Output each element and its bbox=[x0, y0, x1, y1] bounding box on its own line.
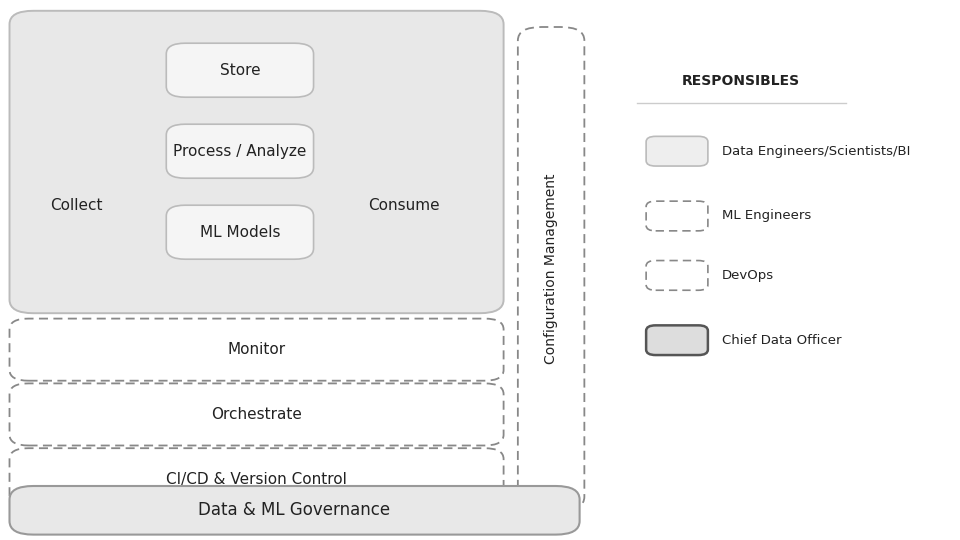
FancyBboxPatch shape bbox=[10, 11, 504, 313]
FancyBboxPatch shape bbox=[166, 124, 314, 178]
Text: CI/CD & Version Control: CI/CD & Version Control bbox=[166, 472, 347, 487]
Text: ML Engineers: ML Engineers bbox=[722, 210, 811, 222]
FancyBboxPatch shape bbox=[10, 486, 580, 535]
Text: DevOps: DevOps bbox=[722, 269, 775, 282]
Text: Configuration Management: Configuration Management bbox=[544, 173, 558, 364]
Text: Orchestrate: Orchestrate bbox=[211, 407, 302, 422]
Text: Data Engineers/Scientists/BI: Data Engineers/Scientists/BI bbox=[722, 145, 910, 158]
FancyBboxPatch shape bbox=[166, 43, 314, 97]
Text: RESPONSIBLES: RESPONSIBLES bbox=[683, 74, 801, 88]
FancyBboxPatch shape bbox=[646, 325, 708, 355]
Text: Consume: Consume bbox=[368, 198, 440, 213]
Text: Monitor: Monitor bbox=[228, 342, 286, 357]
Text: ML Models: ML Models bbox=[200, 225, 280, 240]
FancyBboxPatch shape bbox=[646, 136, 708, 166]
Text: Collect: Collect bbox=[50, 198, 103, 213]
Text: Data & ML Governance: Data & ML Governance bbox=[199, 501, 391, 519]
FancyBboxPatch shape bbox=[166, 205, 314, 259]
Text: Process / Analyze: Process / Analyze bbox=[173, 144, 306, 159]
Text: Chief Data Officer: Chief Data Officer bbox=[722, 334, 842, 347]
Text: Store: Store bbox=[220, 63, 260, 78]
